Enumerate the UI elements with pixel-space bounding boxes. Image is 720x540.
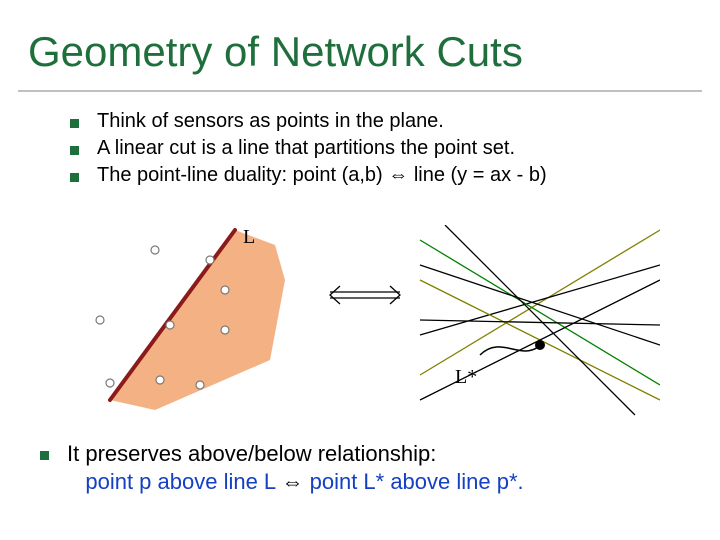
bullet-text: The point-line duality: point (a,b) ⇔ li… [97,164,547,187]
duality-diagram: L L* [60,225,660,425]
footer-seg-blue-2: point L* above line p*. [310,469,524,494]
bullet-marker-icon [70,119,79,128]
bullet-text: A linear cut is a line that partitions t… [97,137,515,160]
footer-text: It preserves above/below relationship: p… [67,440,524,495]
slide-title: Geometry of Network Cuts [28,28,523,76]
svg-text:L*: L* [455,366,477,388]
bullet-list: Think of sensors as points in the plane.… [70,110,680,191]
bullet-marker-icon [70,173,79,182]
bullet-item: The point-line duality: point (a,b) ⇔ li… [70,164,680,187]
bullet-item: Think of sensors as points in the plane. [70,110,680,133]
slide: Geometry of Network Cuts Think of sensor… [0,0,720,540]
bullet-marker-icon [40,451,49,460]
bullet-marker-icon [70,146,79,155]
bullet-item: A linear cut is a line that partitions t… [70,137,680,160]
footer-bullet: It preserves above/below relationship: p… [40,440,690,495]
diagram-svg: L L* [60,225,660,425]
svg-text:L: L [243,226,255,248]
double-arrow-icon: ⇔ [281,469,303,494]
title-underline [18,90,702,92]
footer-line1: It preserves above/below relationship: [67,441,436,466]
footer-seg-blue-1: point p above line L [85,469,275,494]
bullet-text: Think of sensors as points in the plane. [97,110,444,133]
